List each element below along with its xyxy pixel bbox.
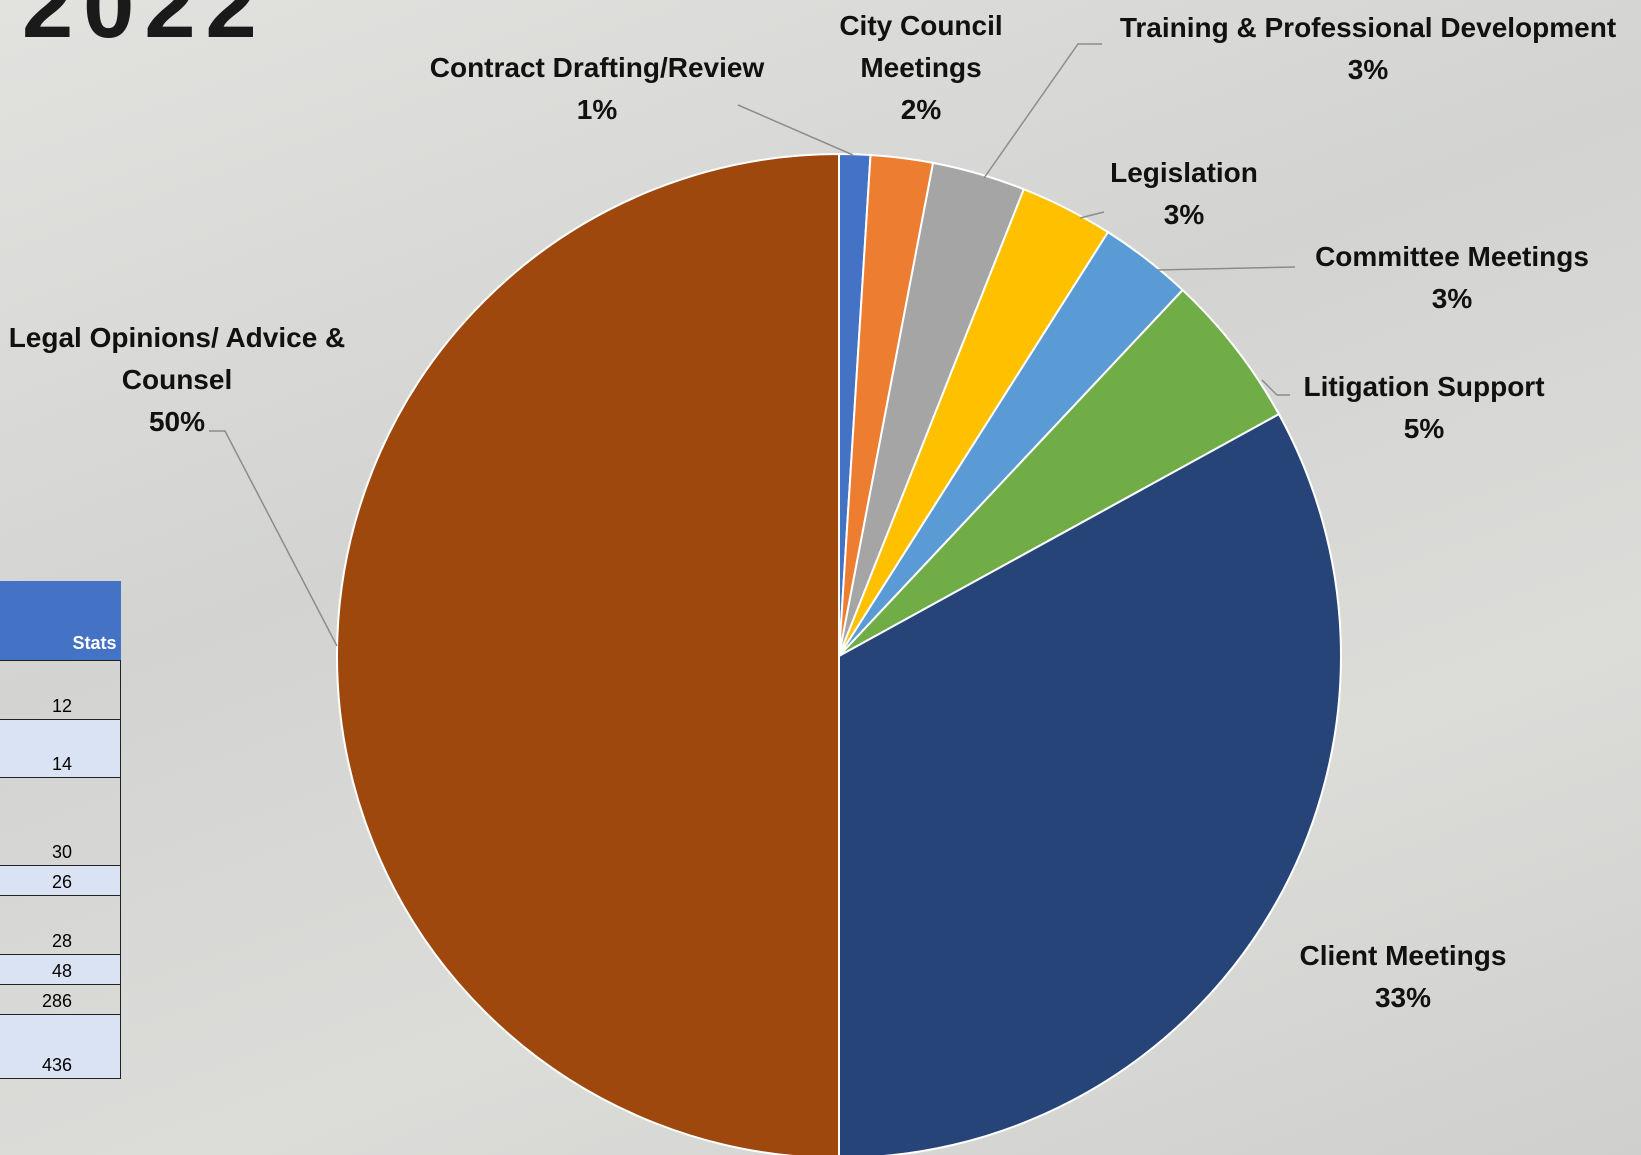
category-label: Committee Meetings [1282, 236, 1622, 278]
category-label: City Council Meetings [821, 5, 1021, 89]
category-label: Training & Professional Development [1088, 7, 1641, 49]
page: 2022 Stats 121430262848286436 Contract D… [0, 0, 1641, 1155]
value-label: 5% [1274, 408, 1574, 450]
category-label: Contract Drafting/Review [397, 47, 797, 89]
pie-slice [337, 154, 839, 1155]
category-label: Client Meetings [1273, 935, 1533, 977]
value-label: 3% [1084, 194, 1284, 236]
category-label: Legal Opinions/ Advice & Counsel [0, 317, 357, 401]
category-label: Litigation Support [1274, 366, 1574, 408]
value-label: 2% [821, 89, 1021, 131]
leader-line [209, 431, 337, 646]
category-label: Legislation [1084, 152, 1284, 194]
value-label: 1% [397, 89, 797, 131]
value-label: 33% [1273, 977, 1533, 1019]
value-label: 3% [1088, 49, 1641, 91]
value-label: 3% [1282, 278, 1622, 320]
value-label: 50% [0, 401, 357, 443]
leader-line [1157, 267, 1295, 270]
